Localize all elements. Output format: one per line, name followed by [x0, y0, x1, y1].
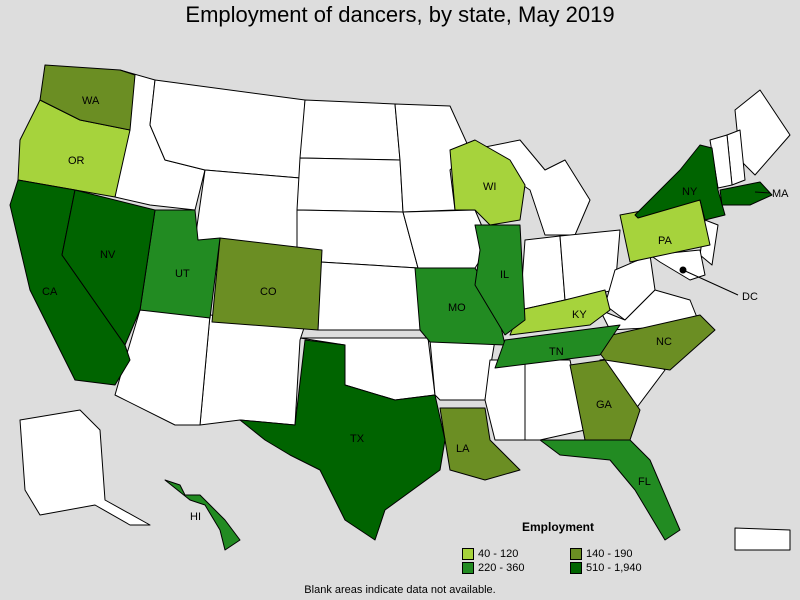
legend-swatch-1	[462, 548, 474, 560]
label-NC: NC	[656, 336, 672, 348]
label-NY: NY	[682, 186, 698, 198]
ma-callout-line	[754, 191, 771, 194]
label-MO: MO	[448, 302, 466, 314]
legend-label-4: 510 - 1,940	[586, 562, 642, 574]
legend-title: Employment	[522, 520, 595, 534]
state-AR[interactable]	[429, 339, 496, 401]
state-TN[interactable]	[494, 324, 621, 369]
state-IA[interactable]	[402, 209, 491, 269]
state-FL[interactable]	[539, 439, 681, 541]
label-UT: UT	[175, 268, 190, 280]
tier-510-1940	[9, 144, 773, 541]
legend-label-3: 220 - 360	[478, 562, 525, 574]
state-IL[interactable]	[474, 224, 526, 336]
state-PR[interactable]	[734, 527, 791, 551]
label-NV: NV	[100, 249, 116, 261]
state-MS[interactable]	[484, 359, 526, 441]
legend-swatch-4	[570, 562, 582, 574]
footnote: Blank areas indicate data not available.	[304, 584, 496, 596]
state-AK[interactable]	[19, 409, 151, 526]
state-KS[interactable]	[317, 261, 421, 331]
label-TN: TN	[549, 346, 564, 358]
state-WA[interactable]	[39, 64, 136, 131]
state-KY[interactable]	[509, 289, 611, 336]
state-ND[interactable]	[299, 99, 401, 161]
legend-item-4: 510 - 1,940	[570, 562, 642, 574]
label-KY: KY	[572, 309, 587, 321]
tier-40-120	[17, 99, 711, 336]
legend-item-2: 140 - 190	[570, 548, 632, 560]
label-CA: CA	[42, 286, 58, 298]
legend-item-1: 40 - 120	[462, 548, 518, 560]
state-CO[interactable]	[211, 237, 323, 331]
label-LA: LA	[456, 443, 470, 455]
state-NM[interactable]	[199, 314, 306, 426]
state-NV[interactable]	[61, 189, 156, 346]
state-MA[interactable]	[719, 181, 773, 206]
map-title: Employment of dancers, by state, May 201…	[185, 2, 615, 27]
state-LA[interactable]	[439, 407, 521, 481]
label-PA: PA	[658, 235, 673, 247]
legend-label-1: 40 - 120	[478, 548, 519, 560]
label-OR: OR	[68, 155, 85, 167]
label-WI: WI	[483, 181, 496, 193]
state-GA[interactable]	[569, 359, 641, 441]
state-WI[interactable]	[449, 139, 526, 226]
legend-swatch-3	[462, 562, 474, 574]
state-TX[interactable]	[239, 339, 446, 541]
callouts	[679, 191, 771, 296]
tier-220-360	[139, 209, 681, 551]
label-MA: MA	[772, 188, 789, 200]
state-MD[interactable]	[649, 249, 706, 281]
label-GA: GA	[596, 399, 613, 411]
state-WY[interactable]	[194, 169, 301, 249]
state-HI[interactable]	[164, 479, 241, 551]
label-DC: DC	[742, 291, 758, 303]
label-CO: CO	[260, 286, 277, 298]
label-FL: FL	[638, 476, 651, 488]
legend-label-2: 140 - 190	[586, 548, 633, 560]
state-NC[interactable]	[589, 314, 716, 371]
state-IN[interactable]	[519, 235, 566, 311]
tier-140-190	[39, 64, 716, 481]
state-labels: WA OR CA NV UT CO TX MO IL WI LA TN KY G…	[42, 95, 789, 523]
label-WA: WA	[82, 95, 100, 107]
legend-item-3: 220 - 360	[462, 562, 524, 574]
label-HI: HI	[190, 511, 201, 523]
dc-marker	[679, 266, 687, 274]
legend-swatch-2	[570, 548, 582, 560]
state-MN[interactable]	[394, 103, 471, 213]
label-IL: IL	[500, 269, 509, 281]
state-SD[interactable]	[296, 157, 404, 213]
label-TX: TX	[350, 433, 365, 445]
dc-callout-line	[682, 269, 739, 296]
